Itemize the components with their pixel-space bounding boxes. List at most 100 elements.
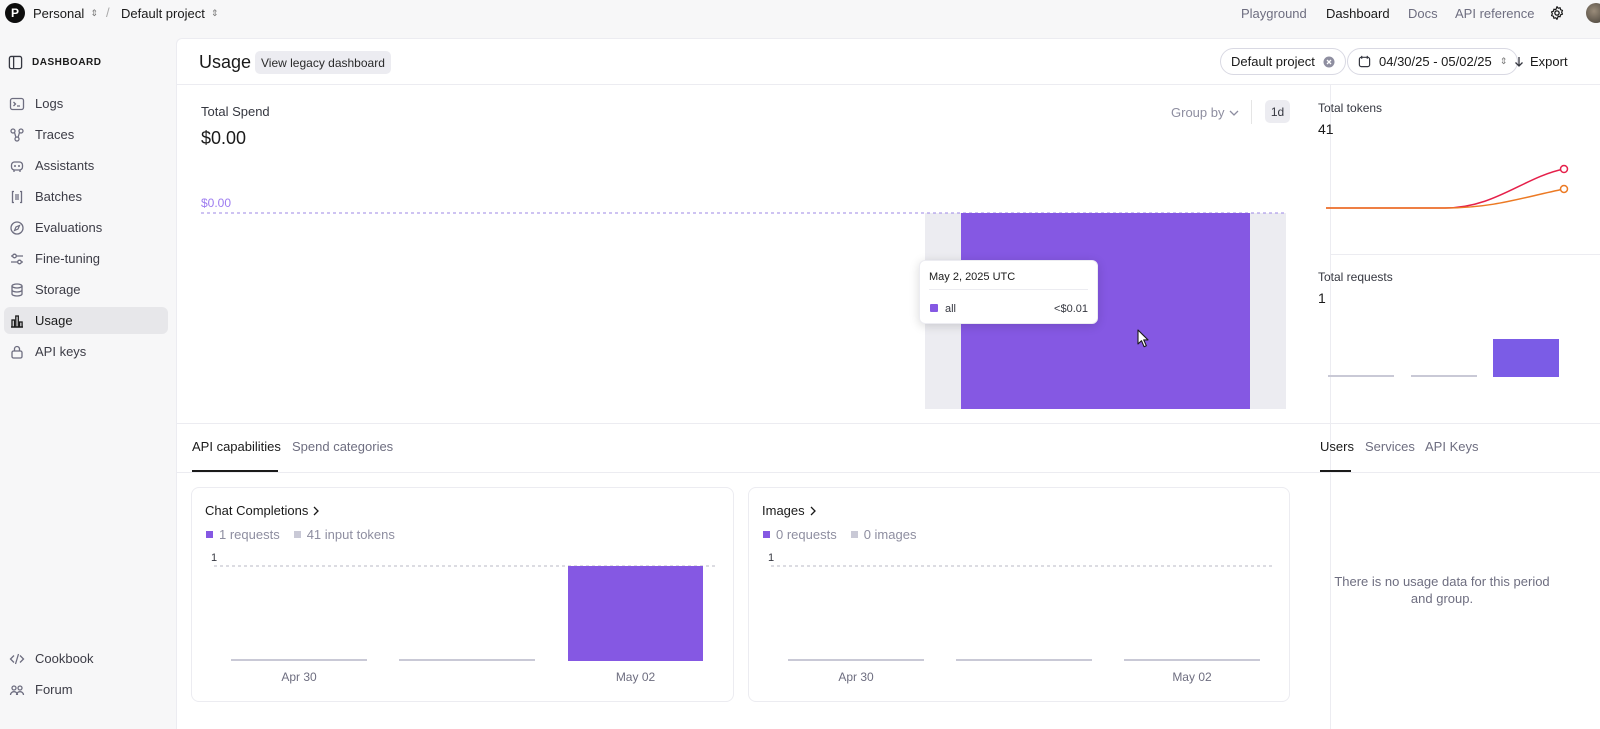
images-chart[interactable]: 1 Apr 30 May 02 xyxy=(749,548,1289,688)
total-requests-label: Total requests xyxy=(1318,270,1393,284)
sidebar-item-api-keys[interactable]: API keys xyxy=(4,338,168,365)
stats-divider xyxy=(1331,254,1600,255)
sidebar-item-label: Evaluations xyxy=(35,220,103,235)
org-name: Personal xyxy=(33,6,85,21)
tab-spend-categories[interactable]: Spend categories xyxy=(292,439,394,454)
date-range-picker[interactable]: 04/30/25 - 05/02/25 ⇕ xyxy=(1347,48,1519,75)
dashboard-heading[interactable]: DASHBOARD xyxy=(8,55,102,70)
sidebar: DASHBOARD Logs Traces Assistants Batches… xyxy=(0,38,176,729)
nav-dashboard[interactable]: Dashboard xyxy=(1326,6,1390,21)
sidebar-item-label: Assistants xyxy=(35,158,95,173)
chart-legend: 1 requests 41 input tokens xyxy=(206,527,395,542)
sidebar-item-label: Storage xyxy=(35,282,81,297)
bar xyxy=(231,659,367,661)
org-switcher[interactable]: Personal ⇕ xyxy=(33,6,98,21)
sidebar-item-traces[interactable]: Traces xyxy=(4,121,168,148)
sidebar-item-forum[interactable]: Forum xyxy=(4,676,168,703)
bar xyxy=(1328,375,1394,377)
total-requests-value: 1 xyxy=(1318,290,1326,306)
chevron-right-icon xyxy=(313,506,320,515)
legend-swatch xyxy=(763,531,770,538)
breadcrumb-separator: / xyxy=(106,5,110,20)
bar xyxy=(1124,659,1260,661)
sidebar-item-label: Forum xyxy=(35,682,73,697)
interval-toggle[interactable]: 1d xyxy=(1265,100,1290,123)
tab-users[interactable]: Users xyxy=(1320,439,1354,454)
group-by-dropdown[interactable]: Group by xyxy=(1171,105,1239,120)
total-tokens-value: 41 xyxy=(1318,121,1334,137)
sidebar-item-logs[interactable]: Logs xyxy=(4,90,168,117)
sidebar-toggle-icon[interactable] xyxy=(8,55,23,70)
total-spend-value: $0.00 xyxy=(201,128,247,148)
x-tick-label: Apr 30 xyxy=(838,670,874,684)
tab-services[interactable]: Services xyxy=(1365,439,1415,454)
dashboard-label: DASHBOARD xyxy=(32,57,102,68)
export-label: Export xyxy=(1530,54,1568,69)
nav-playground[interactable]: Playground xyxy=(1241,6,1307,21)
export-button[interactable]: Export xyxy=(1514,54,1568,69)
card-title: Chat Completions xyxy=(205,503,309,518)
tab-api-keys[interactable]: API Keys xyxy=(1425,439,1479,454)
chevron-right-icon xyxy=(810,506,816,515)
sidebar-item-assistants[interactable]: Assistants xyxy=(4,152,168,179)
sidebar-item-usage[interactable]: Usage xyxy=(4,307,168,334)
bar xyxy=(956,659,1092,661)
legend-tokens-label: 41 input tokens xyxy=(306,527,395,542)
sidebar-item-fine-tuning[interactable]: Fine-tuning xyxy=(4,245,168,272)
bar-chart-icon xyxy=(11,314,23,328)
active-tab-indicator xyxy=(192,470,278,472)
user-avatar[interactable] xyxy=(1586,3,1600,23)
view-legacy-dashboard-button[interactable]: View legacy dashboard xyxy=(255,51,391,74)
total-tokens-chart[interactable] xyxy=(1317,164,1571,214)
chat-completions-chart[interactable]: 1 Apr 30 May 02 xyxy=(192,548,733,688)
total-spend-label: Total Spend xyxy=(201,104,270,119)
legend-requests: 0 requests xyxy=(763,527,837,542)
project-filter[interactable]: Default project xyxy=(1220,48,1346,75)
traces-icon xyxy=(10,127,24,142)
sidebar-item-storage[interactable]: Storage xyxy=(4,276,168,303)
sidebar-item-label: Cookbook xyxy=(35,651,94,666)
tooltip-series-swatch xyxy=(930,304,938,312)
gear-icon[interactable] xyxy=(1549,5,1565,21)
sidebar-item-batches[interactable]: Batches xyxy=(4,183,168,210)
chart-tooltip: May 2, 2025 UTC all <$0.01 xyxy=(919,260,1098,324)
project-filter-label: Default project xyxy=(1231,54,1315,69)
tooltip-date: May 2, 2025 UTC xyxy=(929,271,1016,283)
x-tick-label: Apr 30 xyxy=(281,670,317,684)
right-column-divider xyxy=(1330,85,1331,729)
total-tokens-label: Total tokens xyxy=(1318,101,1383,115)
org-avatar[interactable]: P xyxy=(5,3,25,23)
tooltip-series-name: all xyxy=(945,303,957,315)
bar xyxy=(788,659,924,661)
lock-icon xyxy=(11,345,23,359)
series-line xyxy=(1326,188,1565,209)
download-arrow-icon xyxy=(1515,56,1523,67)
project-name: Default project xyxy=(121,6,205,21)
date-range-label: 04/30/25 - 05/02/25 xyxy=(1379,54,1492,69)
y-max-label: $0.00 xyxy=(201,196,231,210)
total-requests-chart[interactable] xyxy=(1322,334,1562,384)
sidebar-item-label: API keys xyxy=(35,344,87,359)
nav-docs[interactable]: Docs xyxy=(1408,6,1438,21)
legend-images: 0 images xyxy=(850,527,916,542)
clear-filter-icon[interactable] xyxy=(1323,56,1335,68)
sidebar-item-cookbook[interactable]: Cookbook xyxy=(4,645,168,672)
header-divider xyxy=(177,84,1600,85)
y-max-label: 1 xyxy=(211,552,217,564)
images-link[interactable]: Images xyxy=(762,503,816,518)
tab-api-capabilities[interactable]: API capabilities xyxy=(192,439,281,454)
active-tab-indicator xyxy=(1320,470,1351,472)
compass-icon xyxy=(10,220,24,235)
images-card: Images 0 requests 0 images 1 Apr 30 May 02 xyxy=(748,487,1290,702)
project-switcher[interactable]: Default project ⇕ xyxy=(121,6,218,21)
chat-completions-link[interactable]: Chat Completions xyxy=(205,503,320,518)
legend-requests-label: 1 requests xyxy=(219,527,280,542)
mouse-cursor-icon xyxy=(1137,329,1149,348)
chart-legend: 0 requests 0 images xyxy=(763,527,916,542)
calendar-icon xyxy=(1358,55,1371,68)
sidebar-item-evaluations[interactable]: Evaluations xyxy=(4,214,168,241)
bar xyxy=(399,659,535,661)
x-tick-label: May 02 xyxy=(1172,670,1212,684)
nav-api-reference[interactable]: API reference xyxy=(1455,6,1535,21)
